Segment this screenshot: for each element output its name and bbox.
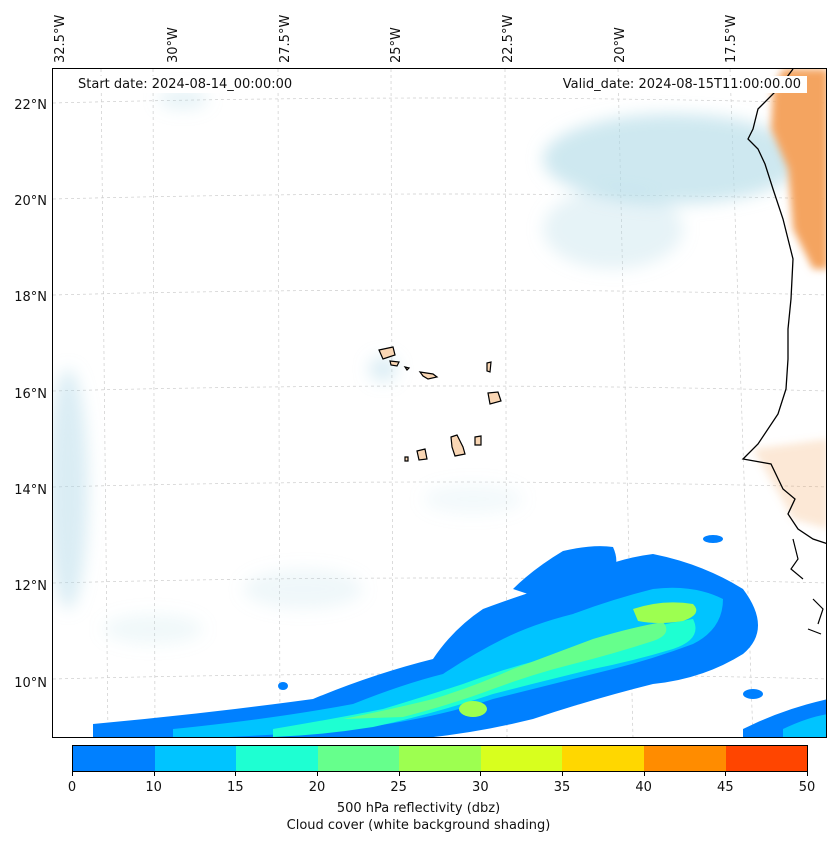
- longitude-label: 30°W: [166, 27, 181, 63]
- latitude-label: 22°N: [14, 98, 47, 113]
- colorbar-tick-label: 40: [635, 780, 652, 795]
- colorbar-tick-label: 10: [145, 780, 162, 795]
- colorbar-tick-label: 50: [798, 780, 816, 795]
- colorbar-tick-label: 0: [67, 780, 77, 795]
- longitude-label: 32.5°W: [53, 14, 68, 63]
- reflectivity-field: [93, 535, 826, 737]
- cloud-cover: [53, 89, 803, 644]
- colorbar: [72, 745, 808, 772]
- colorbar-tick-label: 30: [472, 780, 489, 795]
- reflectivity-cell-d: [743, 689, 763, 699]
- colorbar-segment: [725, 746, 808, 771]
- colorbar-tickmark: [725, 771, 727, 776]
- colorbar-segment: [73, 746, 155, 771]
- longitude-label: 20°W: [613, 27, 628, 63]
- colorbar-tick-label: 20: [308, 780, 326, 795]
- colorbar-tickmark: [153, 771, 155, 776]
- longitude-label: 22.5°W: [501, 14, 516, 63]
- land-shading: [753, 69, 826, 529]
- latitude-label: 16°N: [14, 387, 47, 402]
- reflectivity-10: [93, 554, 758, 737]
- colorbar-segment: [154, 746, 237, 771]
- longitude-label: 27.5°W: [278, 14, 293, 63]
- latitude-label: 10°N: [14, 676, 47, 691]
- colorbar-tickmark: [235, 771, 237, 776]
- reflectivity-cell-b: [703, 535, 723, 543]
- colorbar-segment: [480, 746, 563, 771]
- reflectivity-15: [173, 587, 723, 737]
- latitude-label: 12°N: [14, 579, 47, 594]
- colorbar-tickmark: [398, 771, 400, 776]
- longitude-label: 17.5°W: [724, 14, 739, 63]
- start-date-label: Start date: 2024-08-14_00:00:00: [72, 76, 299, 93]
- colorbar-tickmark: [643, 771, 645, 776]
- colorbar-tickmark: [480, 771, 482, 776]
- colorbar-label: 500 hPa reflectivity (dbz): [336, 801, 501, 816]
- colorbar-segment: [643, 746, 726, 771]
- reflectivity-25: [343, 622, 667, 719]
- map-canvas: [53, 69, 826, 737]
- colorbar-sublabel: Cloud cover (white background shading): [286, 818, 551, 833]
- reflectivity-cell-c: [278, 682, 288, 690]
- colorbar-segment: [236, 746, 318, 771]
- reflectivity-30b: [459, 701, 487, 717]
- latitude-label: 14°N: [14, 483, 47, 498]
- colorbar-segment: [399, 746, 481, 771]
- map-panel: [52, 68, 827, 738]
- africa-coastline: [741, 69, 826, 545]
- colorbar-segment: [562, 746, 644, 771]
- latitude-label: 18°N: [14, 290, 47, 305]
- longitude-label: 25°W: [389, 27, 404, 63]
- colorbar-tickmark: [562, 771, 563, 776]
- cape-verde-islands: [378, 346, 502, 462]
- colorbar-tickmark: [807, 771, 808, 776]
- reflectivity-10b: [513, 546, 617, 599]
- colorbar-tick-label: 25: [390, 780, 407, 795]
- reflectivity-cell-a: [565, 562, 581, 586]
- colorbar-tick-label: 15: [227, 780, 244, 795]
- reflectivity-30: [633, 602, 697, 623]
- colorbar-segment: [317, 746, 400, 771]
- colorbar-tickmark: [317, 771, 318, 776]
- colorbar-tickmark: [72, 771, 73, 776]
- colorbar-tick-label: 45: [717, 780, 734, 795]
- latitude-label: 20°N: [14, 194, 47, 209]
- reflectivity-coast-cell-15: [783, 714, 826, 737]
- coast-islands: [790, 538, 824, 635]
- valid-date-label: Valid_date: 2024-08-15T11:00:00.00: [556, 76, 807, 93]
- colorbar-tick-label: 35: [553, 780, 571, 795]
